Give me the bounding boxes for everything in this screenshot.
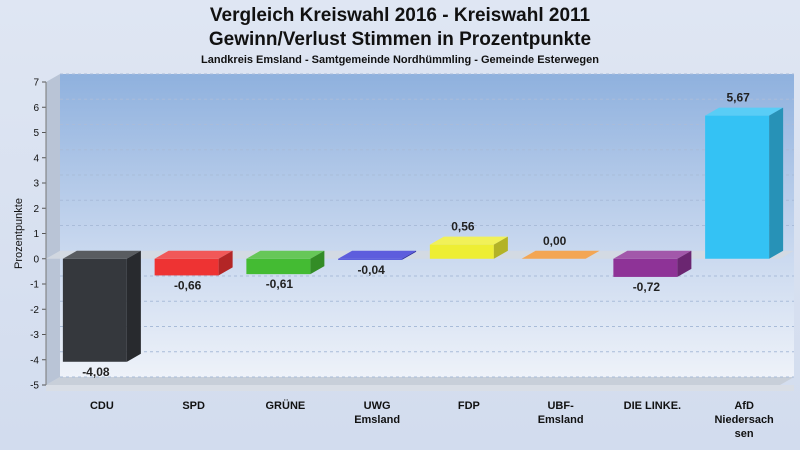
bar-side <box>769 107 784 259</box>
bar-side <box>126 250 141 362</box>
bar-top <box>521 250 600 259</box>
y-tick-label: 4 <box>33 153 39 164</box>
bar-top <box>246 250 325 259</box>
y-tick-label: 7 <box>33 78 39 89</box>
bar <box>613 250 692 277</box>
y-tick-label: 2 <box>33 204 39 215</box>
x-tick-label: Niedersach <box>714 414 774 426</box>
y-tick-label: -1 <box>30 280 39 291</box>
bar-front <box>613 258 678 277</box>
bar-side <box>493 236 508 259</box>
chart-title-line2: Gewinn/Verlust Stimmen in Prozentpunkte <box>208 29 592 50</box>
y-tick-label: 1 <box>33 229 39 240</box>
data-label: -0,04 <box>357 263 385 277</box>
bar-top <box>338 250 417 259</box>
y-tick-label: -3 <box>30 330 39 341</box>
bar <box>429 236 508 259</box>
x-tick-label: SPD <box>182 400 205 412</box>
bar <box>62 250 141 362</box>
y-tick-label: -5 <box>30 381 39 392</box>
bar-top <box>62 250 141 259</box>
y-tick-label: 6 <box>33 103 39 114</box>
x-tick-label: FDP <box>458 400 480 412</box>
x-tick-label: sen <box>735 428 754 440</box>
x-tick-label: CDU <box>90 400 114 412</box>
x-tick-label: UWG <box>364 400 391 412</box>
bar-top <box>613 250 692 259</box>
bar <box>338 250 417 260</box>
bar-top <box>705 107 784 116</box>
bar-side <box>310 250 325 275</box>
x-tick-label: AfD <box>734 400 754 412</box>
x-tick-label: GRÜNE <box>266 399 306 412</box>
zero-plane <box>46 250 794 259</box>
bar-top <box>429 236 508 245</box>
bar-top <box>154 250 233 259</box>
data-label: -0,72 <box>633 280 661 294</box>
bar <box>521 250 600 259</box>
bar <box>705 107 784 259</box>
bar <box>246 250 325 275</box>
bar-side <box>402 250 417 260</box>
bar <box>154 250 233 276</box>
data-label: 0,00 <box>543 234 567 248</box>
y-tick-label: -4 <box>30 355 39 366</box>
bar-front <box>62 258 127 362</box>
y-tick-label: 0 <box>33 254 39 265</box>
plot-floor <box>46 377 794 385</box>
bar-front <box>338 258 403 260</box>
data-label: -4,08 <box>82 365 110 379</box>
bar-front <box>154 258 219 276</box>
bar-front <box>429 244 494 259</box>
plot-base <box>46 385 794 391</box>
bar-front <box>705 115 770 259</box>
plot-side-wall <box>46 74 60 385</box>
chart-subtitle: Landkreis Emsland - Samtgemeinde Nordhüm… <box>201 54 599 66</box>
x-tick-label: UBF- <box>547 400 574 412</box>
y-tick-label: -2 <box>30 305 39 316</box>
y-tick-label: 5 <box>33 128 39 139</box>
x-tick-label: Emsland <box>538 414 584 426</box>
data-label: -0,61 <box>266 277 294 291</box>
x-tick-label: DIE LINKE. <box>624 400 681 412</box>
bar-side <box>218 250 233 276</box>
bar-front <box>246 258 311 275</box>
data-label: -0,66 <box>174 278 202 292</box>
data-label: 0,56 <box>451 220 475 234</box>
y-axis-label: Prozentpunkte <box>13 198 25 269</box>
bar-side <box>677 250 692 277</box>
x-tick-label: Emsland <box>354 414 400 426</box>
y-tick-label: 3 <box>33 179 39 190</box>
data-label: 5,67 <box>726 91 750 105</box>
chart-title-line1: Vergleich Kreiswahl 2016 - Kreiswahl 201… <box>209 5 591 26</box>
